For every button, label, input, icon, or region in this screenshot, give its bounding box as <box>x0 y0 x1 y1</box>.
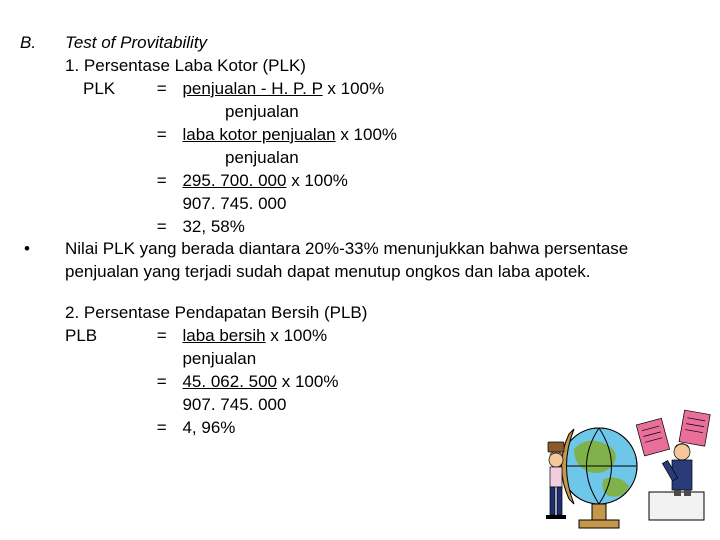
plk-label: PLK <box>83 78 141 101</box>
slide-content: B. Test of Provitability 1. Persentase L… <box>0 0 720 460</box>
plk-line1-den: penjualan <box>225 102 299 121</box>
section-marker: B. <box>20 32 65 55</box>
plk-line2-den-row: penjualan <box>20 147 700 170</box>
note-row: • Nilai PLK yang berada diantara 20%-33%… <box>20 238 700 284</box>
plk-result: 32, 58% <box>182 217 244 236</box>
plk-line3-num: 295. 700. 000 <box>182 171 286 190</box>
plk-line2-den: penjualan <box>225 148 299 167</box>
plk-line1-mult: x 100% <box>327 79 384 98</box>
plk-result-row: = 32, 58% <box>20 216 700 239</box>
eq-sign: = <box>146 78 178 101</box>
eq-sign: = <box>146 170 178 193</box>
plk-line3-den: 907. 745. 000 <box>182 194 286 213</box>
plb-line1-den: penjualan <box>182 349 256 368</box>
plk-line3: = 295. 700. 000 x 100% <box>20 170 700 193</box>
eq-sign: = <box>146 371 178 394</box>
plk-heading: 1. Persentase Laba Kotor (PLK) <box>65 55 700 78</box>
eq-sign: = <box>146 216 178 239</box>
plb-line2-den: 907. 745. 000 <box>182 395 286 414</box>
plb-heading-row: 2. Persentase Pendapatan Bersih (PLB) <box>20 302 700 325</box>
plk-line1-den-row: penjualan <box>20 101 700 124</box>
bullet-marker: • <box>20 238 65 261</box>
plk-line1: PLK = penjualan - H. P. P x 100% <box>20 78 700 101</box>
plb-line2-mult: x 100% <box>282 372 339 391</box>
plk-line2: = laba kotor penjualan x 100% <box>20 124 700 147</box>
plb-result: 4, 96% <box>182 418 235 437</box>
eq-sign: = <box>146 417 178 440</box>
plk-heading-row: 1. Persentase Laba Kotor (PLK) <box>20 55 700 78</box>
plb-line2: = 45. 062. 500 x 100% <box>20 371 700 394</box>
eq-sign: = <box>146 325 178 348</box>
plk-line2-mult: x 100% <box>340 125 397 144</box>
plb-line1-num: laba bersih <box>182 326 265 345</box>
clipart-icon <box>544 404 714 534</box>
plb-heading: 2. Persentase Pendapatan Bersih (PLB) <box>65 302 700 325</box>
plb-line1-den-row: penjualan <box>20 348 700 371</box>
eq-sign: = <box>146 124 178 147</box>
plk-line2-num: laba kotor penjualan <box>182 125 335 144</box>
plk-line3-den-row: 907. 745. 000 <box>20 193 700 216</box>
plb-line2-num: 45. 062. 500 <box>182 372 277 391</box>
plb-line1: PLB = laba bersih x 100% <box>20 325 700 348</box>
title-row: B. Test of Provitability <box>20 32 700 55</box>
plb-line1-mult: x 100% <box>270 326 327 345</box>
section-title: Test of Provitability <box>65 32 700 55</box>
plb-label: PLB <box>65 325 141 348</box>
plk-line1-num: penjualan - H. P. P <box>182 79 322 98</box>
note-text: Nilai PLK yang berada diantara 20%-33% m… <box>65 238 700 284</box>
plk-line3-mult: x 100% <box>291 171 348 190</box>
